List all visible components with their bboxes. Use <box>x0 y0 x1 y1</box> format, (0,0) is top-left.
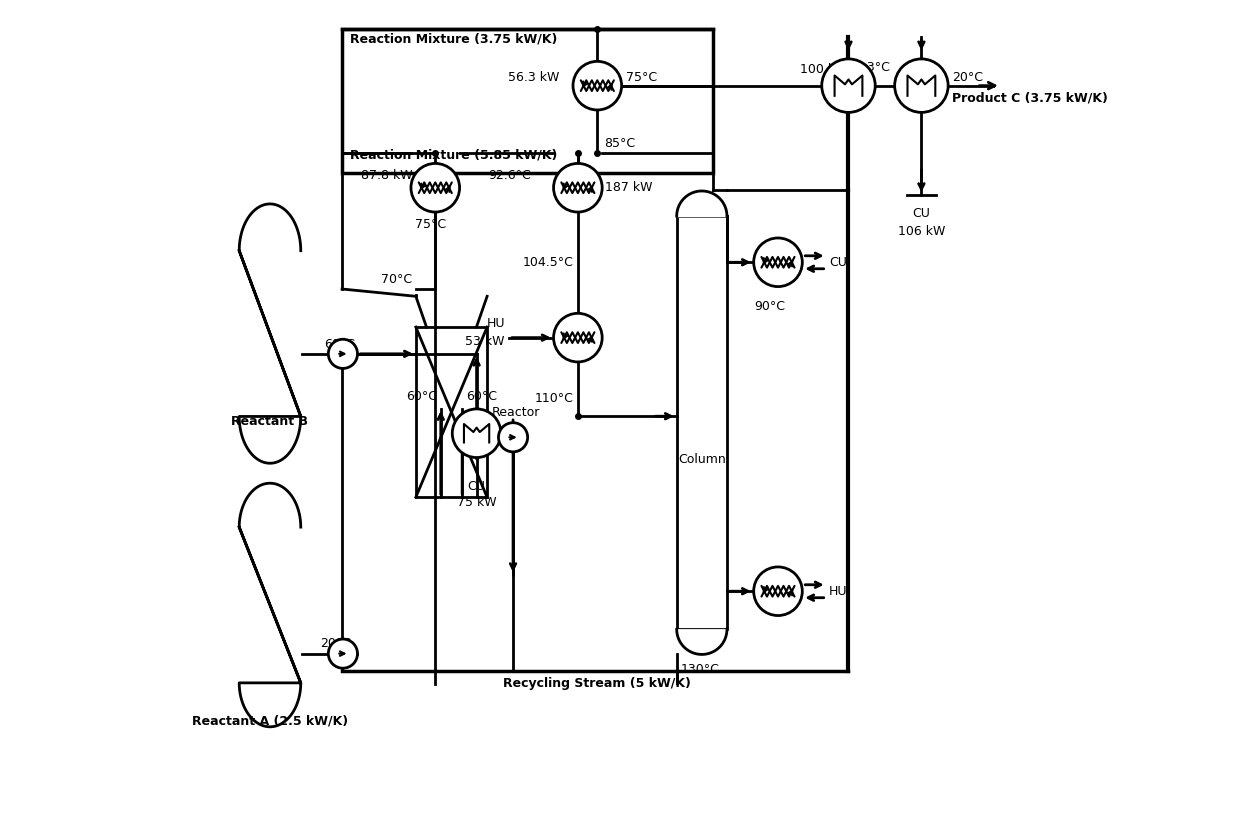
Text: 110°C: 110°C <box>534 392 574 405</box>
Text: 60°C: 60°C <box>405 390 436 403</box>
Circle shape <box>895 59 949 112</box>
Text: 87.8 kW: 87.8 kW <box>361 169 413 182</box>
Circle shape <box>754 238 802 287</box>
Polygon shape <box>239 483 301 727</box>
Polygon shape <box>239 204 301 463</box>
Text: HU: HU <box>830 585 847 598</box>
Text: 85°C: 85°C <box>605 137 636 150</box>
Text: 104.5°C: 104.5°C <box>523 256 574 269</box>
Text: 20°C: 20°C <box>320 637 351 650</box>
Text: 70°C: 70°C <box>381 273 412 286</box>
Text: Reactor: Reactor <box>492 406 541 419</box>
Text: CU: CU <box>830 256 847 269</box>
Text: 75°C: 75°C <box>415 218 446 231</box>
Circle shape <box>553 163 603 212</box>
Text: 48.3°C: 48.3°C <box>847 61 890 74</box>
Circle shape <box>410 163 460 212</box>
Text: 56.3 kW: 56.3 kW <box>508 71 559 84</box>
Text: CU: CU <box>913 207 930 220</box>
Circle shape <box>822 59 875 112</box>
Circle shape <box>573 61 621 110</box>
Text: Reactant B: Reactant B <box>232 415 309 428</box>
Text: Product C (3.75 kW/K): Product C (3.75 kW/K) <box>952 91 1109 104</box>
Circle shape <box>329 339 357 368</box>
Text: 20°C: 20°C <box>952 71 983 84</box>
Circle shape <box>754 567 802 615</box>
FancyBboxPatch shape <box>677 216 727 629</box>
Text: 106 kW: 106 kW <box>898 225 945 238</box>
Text: 60°C: 60°C <box>325 337 356 350</box>
FancyBboxPatch shape <box>415 327 487 498</box>
Text: Recycling Stream (5 kW/K): Recycling Stream (5 kW/K) <box>502 677 691 690</box>
Text: CU: CU <box>467 480 486 493</box>
Text: 60°C: 60°C <box>466 390 497 403</box>
Circle shape <box>453 409 501 458</box>
Text: 92.6°C: 92.6°C <box>489 169 532 182</box>
Text: 100 kW: 100 kW <box>801 63 848 76</box>
Circle shape <box>329 639 357 668</box>
Text: Reaction Mixture (5.85 kW/K): Reaction Mixture (5.85 kW/K) <box>350 149 558 162</box>
Text: 75°C: 75°C <box>626 71 657 84</box>
Text: 53 kW: 53 kW <box>465 335 505 348</box>
Text: HU: HU <box>486 316 505 329</box>
Text: 75 kW: 75 kW <box>456 497 496 510</box>
Text: Column: Column <box>678 453 725 466</box>
Circle shape <box>553 313 603 362</box>
Text: 130°C: 130°C <box>681 663 719 676</box>
Text: Reaction Mixture (3.75 kW/K): Reaction Mixture (3.75 kW/K) <box>350 33 558 46</box>
Text: 187 kW: 187 kW <box>605 181 652 194</box>
Text: Reactant A (2.5 kW/K): Reactant A (2.5 kW/K) <box>192 715 348 728</box>
Circle shape <box>498 423 528 452</box>
Text: 90°C: 90°C <box>754 300 785 313</box>
